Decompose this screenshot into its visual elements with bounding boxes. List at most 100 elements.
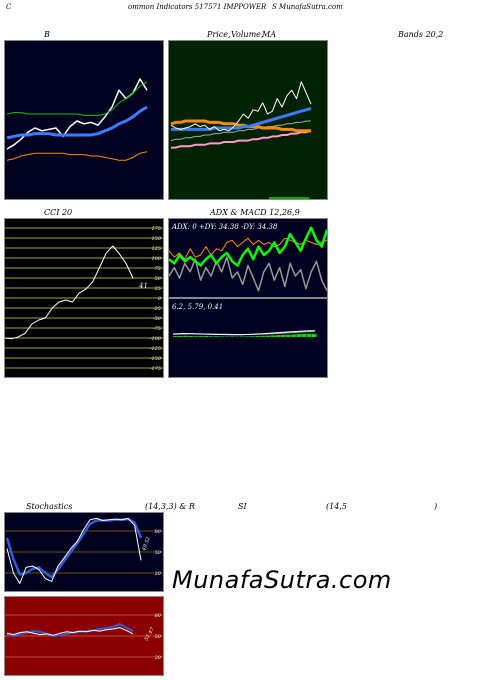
adx-macd-title: ADX & MACD 12,26,9 [210, 208, 300, 217]
cci-panel: 175 150 125 100 75 50 25 0 -25 -50 -75 -100 -125 -150… [4, 218, 164, 378]
macd-histogram-bar [198, 336, 204, 337]
cci-tick-label: -125 [150, 346, 161, 352]
cci-tick-label: 125 [151, 246, 161, 252]
price-volume-panel [168, 40, 328, 200]
cci-tick-label: -100 [150, 336, 162, 342]
stochastics-tick-label: 50 [155, 550, 162, 556]
macd-histogram-bar [265, 335, 271, 337]
macd-histogram-bar [281, 334, 286, 337]
watermark: MunafaSutra.com [172, 566, 392, 594]
adx-chart: ADX: 0 +DY: 34.38 -DY: 34.38 [169, 219, 327, 297]
macd-histogram-bar [183, 335, 188, 337]
adx-values-text: ADX: 0 +DY: 34.38 -DY: 34.38 [171, 223, 278, 231]
price-ma_orange-line [170, 119, 311, 133]
macd-chart: 6.2, 5.79, 0.41 [169, 299, 327, 377]
stochastics-params: (14,3,3) & R [145, 502, 195, 511]
price-chart [169, 41, 327, 199]
macd-histogram-bar [250, 336, 255, 337]
macd-histogram-bar [245, 336, 250, 337]
cci-line [5, 245, 134, 340]
adx-panel: ADX: 0 +DY: 34.38 -DY: 34.38 [168, 218, 328, 298]
stochastics-last-label: 49.52 [141, 536, 152, 552]
bollinger-middle-line [6, 105, 148, 140]
cci-title: CCI 20 [44, 208, 73, 217]
bollinger-lower-line [6, 151, 148, 161]
stochastics-tick-label: 80 [155, 529, 162, 535]
adx-plus-di-line [169, 226, 327, 267]
macd-panel: 6.2, 5.79, 0.41 [168, 298, 328, 378]
rsi-tick-label: 20 [154, 655, 162, 661]
macd-histogram-bar [173, 336, 178, 337]
stochastics-k-line [6, 517, 142, 584]
rsi-tick-label: 80 [155, 613, 162, 619]
cci-tick-label: 50 [155, 276, 162, 282]
macd-histogram-bar [275, 335, 281, 337]
ma-title: MA [262, 30, 276, 39]
cci-tick-label: 100 [151, 256, 161, 262]
cci-tick-label: -50 [153, 316, 162, 322]
cci-tick-label: -175 [150, 366, 161, 372]
header-center: ommon Indicators 517571 IMPPOWER [128, 3, 267, 11]
macd-histogram-bar [311, 333, 317, 337]
stochastics-title: Stochastics [26, 502, 73, 511]
rsi-params: (14,5 [326, 502, 347, 511]
macd-chart-bg [169, 299, 327, 377]
macd-histogram-bar [270, 335, 276, 337]
macd-histogram-bar [255, 336, 260, 337]
bollinger-panel [4, 40, 164, 200]
rsi-tick-label: 50 [155, 634, 162, 640]
adx-chart-bg [169, 219, 327, 297]
macd-histogram-bar [214, 336, 219, 337]
macd-histogram-bar [193, 336, 199, 337]
volume-title: Volume, [231, 30, 264, 39]
macd-histogram-bar [188, 336, 193, 337]
adx-minus-di-line [169, 237, 327, 260]
cci-tick-label: 75 [155, 266, 161, 272]
cci-tick-label: -75 [153, 326, 161, 332]
rsi-params-close: ) [434, 502, 438, 511]
price-price-line [170, 81, 312, 132]
header-right: S MunafaSutra.com [272, 3, 343, 11]
bollinger-price-line [6, 78, 148, 150]
price-title: Price, [207, 30, 231, 39]
macd-histogram-bar [296, 334, 301, 337]
macd-histogram-bar [209, 336, 214, 337]
cci-chart: 175 150 125 100 75 50 25 0 -25 -50 -75 -100 -125 -150… [5, 219, 163, 377]
adx-line [169, 256, 327, 292]
cci-tick-label: 175 [151, 226, 161, 232]
price-ma_blue-line [171, 106, 312, 131]
macd-histogram-bar [291, 334, 296, 337]
bollinger-chart [5, 41, 163, 199]
stochastics-panel: 80 50 20 49.52 [4, 512, 164, 592]
cci-last-label: 41 [138, 282, 148, 290]
header-left: C [6, 3, 12, 11]
rsi-title: SI [238, 502, 247, 511]
macd-line [172, 330, 315, 336]
macd-values-text: 6.2, 5.79, 0.41 [172, 303, 223, 311]
rsi-panel: 80 50 20 51.47 [4, 596, 164, 676]
bollinger-upper-line [6, 81, 148, 116]
rsi-line [6, 627, 134, 636]
macd-histogram-bar [239, 336, 245, 337]
macd-histogram-bar [229, 336, 235, 337]
macd-histogram-bar [260, 335, 265, 337]
macd-histogram-bar [178, 336, 183, 337]
macd-histogram-bar [203, 336, 209, 337]
macd-histogram-bar [286, 334, 291, 337]
bollinger-chart-bg [5, 41, 163, 199]
cci-tick-label: 25 [154, 286, 161, 292]
bands-title: Bands 20,2 [398, 30, 444, 39]
bollinger-title: B [44, 30, 50, 39]
macd-histogram-bar [219, 336, 224, 337]
stochastics-tick-label: 20 [154, 571, 162, 577]
cci-tick-label: 150 [151, 236, 161, 242]
macd-histogram-bar [301, 333, 307, 337]
cci-tick-label: 0 [158, 296, 162, 302]
macd-histogram-bar [306, 333, 312, 337]
cci-tick-label: -150 [150, 356, 162, 362]
price-ma_pink-line [171, 129, 312, 149]
stochastics-chart: 80 50 20 49.52 [5, 513, 163, 591]
macd-histogram-bar [224, 336, 229, 337]
price-ma_gray-line [170, 120, 311, 142]
